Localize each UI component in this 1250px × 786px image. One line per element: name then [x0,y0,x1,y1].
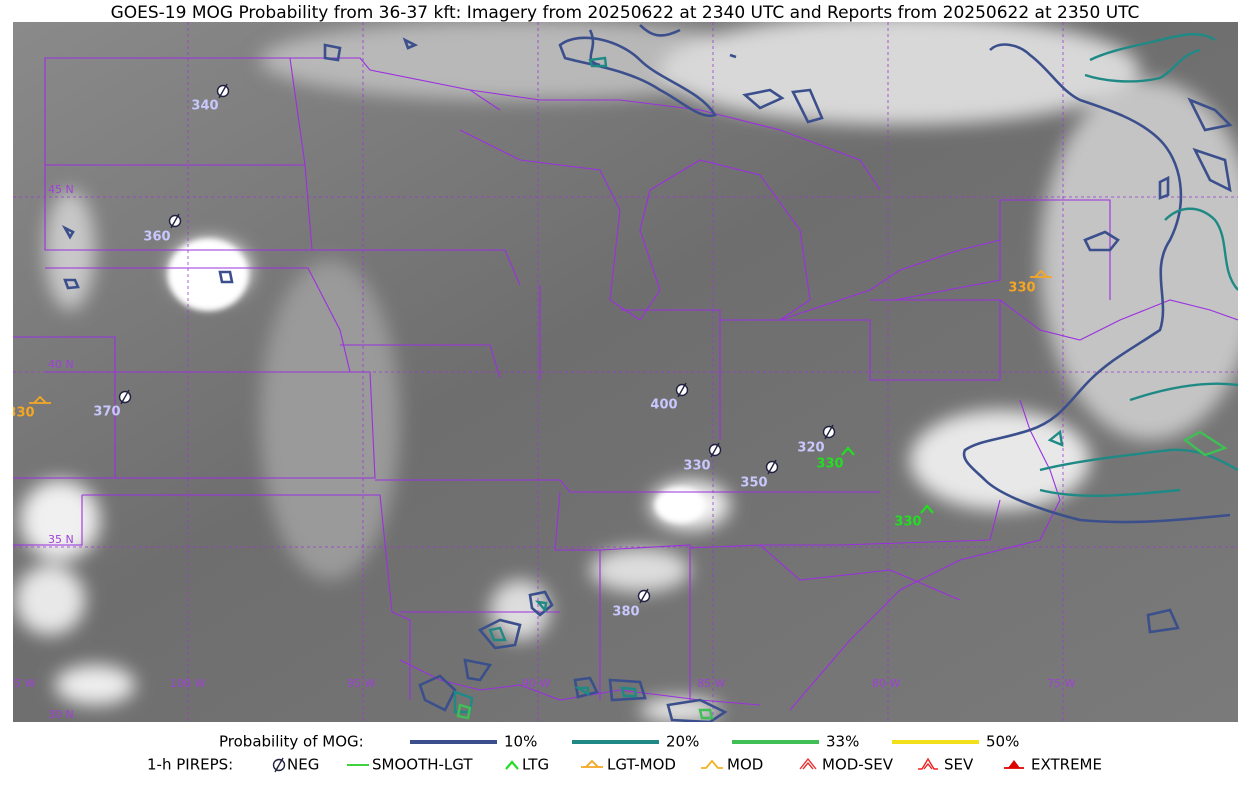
flight-level: 350 [740,476,767,491]
lon-label: 100 W [170,677,205,690]
lon-label: 105 W [0,677,35,690]
pirep-symbol [920,504,934,514]
legend-label: MOD [727,756,763,774]
legend-label: MOD-SEV [822,756,894,774]
flight-level: 340 [191,99,218,114]
pirep-symbol [581,759,603,768]
lat-label: 40 N [48,358,74,371]
pirep-symbol [677,382,687,398]
flight-level: 380 [612,605,639,620]
lon-label: 95 W [347,677,375,690]
lat-label: 35 N [48,533,74,546]
flight-level: 330 [894,515,921,530]
legend-label: LGT-MOD [607,756,676,774]
legend-title: 1-h PIREPS: [147,756,233,774]
legend-label: SEV [944,756,974,774]
graticule: 45 N 40 N 35 N 30 N 105 W 100 W 95 W 90 … [0,22,1238,722]
pirep-symbol [799,757,817,770]
title: GOES-19 MOG Probability from 36-37 kft: … [111,3,1140,23]
legend-label: 10% [504,733,537,751]
probability-contour [1083,97,1233,252]
probability-contour [729,53,824,124]
pirep-symbol [218,83,228,99]
pirep-symbol [1030,269,1052,278]
flight-level: 370 [93,405,120,420]
lon-label: 85 W [697,677,725,690]
legend-label: NEG [287,756,319,774]
probability-contour [456,430,1228,720]
lon-label: 75 W [1047,677,1075,690]
pirep-symbol [918,757,938,770]
pirep-symbol [701,759,723,769]
state-borders [13,57,1238,711]
flight-level: 400 [650,398,677,413]
legend-label: 50% [986,733,1019,751]
pirep-symbol [639,588,649,604]
lat-label: 30 N [48,708,74,721]
probability-contour [588,24,681,67]
pirep-symbol [274,757,284,773]
probability-contour [558,36,717,118]
pirep-symbol [505,760,519,770]
flight-level: 320 [797,441,824,456]
lat-label: 45 N [48,183,74,196]
pirep-symbol [29,395,51,404]
legend-label: SMOOTH-LGT [372,756,473,774]
pirep-symbol [170,213,180,229]
legend: Probability of MOG: 1-h PIREPS: 10% 20% 33… [147,733,1102,774]
probability-contour [962,43,1231,524]
map: 45 N 40 N 35 N 30 N 105 W 100 W 95 W 90 … [0,22,1238,722]
pirep-symbol [824,424,834,440]
legend-label: 33% [826,733,859,751]
legend-title: Probability of MOG: [219,733,364,751]
probability-contours [61,24,1238,722]
lon-label: 90 W [522,677,550,690]
pirep-symbol [841,446,855,456]
legend-label: EXTREME [1031,756,1102,774]
pirep-symbol [1008,760,1020,768]
legend-label: 20% [666,733,699,751]
flight-level: 360 [143,230,170,245]
probability-contour [1039,33,1238,497]
legend-label: LTG [522,756,549,774]
flight-level: 330 [1008,281,1035,296]
pirep-symbol [767,459,777,475]
flight-level: 330 [683,459,710,474]
probability-contour [61,37,419,290]
probability-contour [453,56,638,714]
lon-label: 80 W [872,677,900,690]
flight-level: 330 [816,457,843,472]
pirep-symbol [120,389,130,405]
flight-level: 330 [7,406,34,421]
pirep-symbol [710,442,720,458]
